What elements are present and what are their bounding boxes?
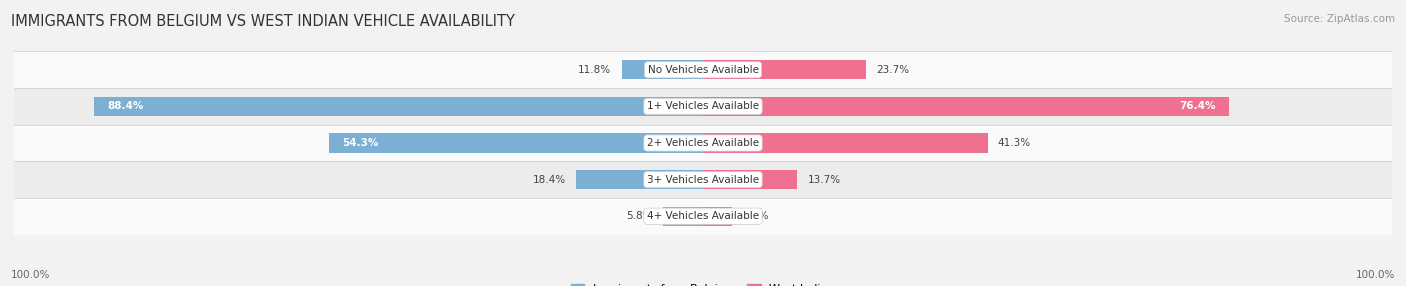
Text: 88.4%: 88.4% — [108, 102, 145, 111]
Text: 2+ Vehicles Available: 2+ Vehicles Available — [647, 138, 759, 148]
Bar — [703, 170, 797, 189]
Text: 41.3%: 41.3% — [998, 138, 1031, 148]
Text: 3+ Vehicles Available: 3+ Vehicles Available — [647, 175, 759, 184]
Text: 5.8%: 5.8% — [626, 211, 652, 221]
Text: 54.3%: 54.3% — [343, 138, 380, 148]
Bar — [329, 134, 703, 152]
Bar — [703, 97, 1229, 116]
Bar — [576, 170, 703, 189]
Text: IMMIGRANTS FROM BELGIUM VS WEST INDIAN VEHICLE AVAILABILITY: IMMIGRANTS FROM BELGIUM VS WEST INDIAN V… — [11, 14, 515, 29]
Legend: Immigrants from Belgium, West Indian: Immigrants from Belgium, West Indian — [567, 279, 839, 286]
Text: 4.2%: 4.2% — [742, 211, 769, 221]
Bar — [14, 51, 1392, 88]
Bar — [94, 97, 703, 116]
Text: 13.7%: 13.7% — [807, 175, 841, 184]
Text: 100.0%: 100.0% — [11, 270, 51, 280]
Text: 11.8%: 11.8% — [578, 65, 612, 75]
Bar — [14, 161, 1392, 198]
Bar — [703, 60, 866, 79]
Text: 76.4%: 76.4% — [1180, 102, 1216, 111]
Bar — [14, 198, 1392, 235]
Text: 100.0%: 100.0% — [1355, 270, 1395, 280]
Text: 1+ Vehicles Available: 1+ Vehicles Available — [647, 102, 759, 111]
Text: 18.4%: 18.4% — [533, 175, 565, 184]
Bar — [703, 207, 733, 226]
Text: 23.7%: 23.7% — [876, 65, 910, 75]
Bar — [664, 207, 703, 226]
Bar — [14, 88, 1392, 125]
Bar — [703, 134, 987, 152]
Bar — [621, 60, 703, 79]
Text: No Vehicles Available: No Vehicles Available — [648, 65, 758, 75]
Text: 4+ Vehicles Available: 4+ Vehicles Available — [647, 211, 759, 221]
Text: Source: ZipAtlas.com: Source: ZipAtlas.com — [1284, 14, 1395, 24]
Bar — [14, 125, 1392, 161]
